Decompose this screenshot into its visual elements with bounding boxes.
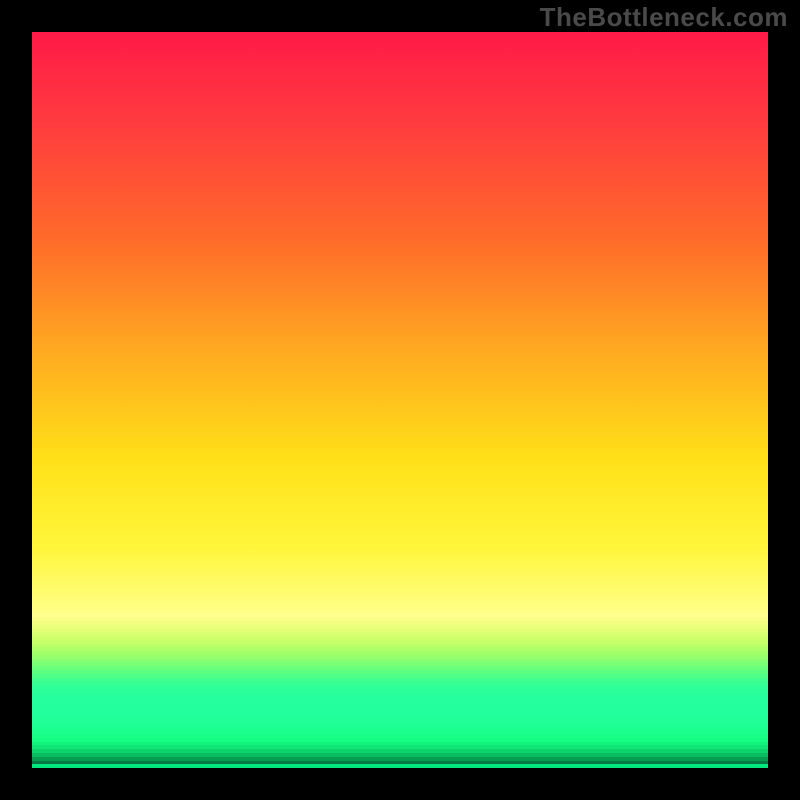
plot-area xyxy=(32,32,768,768)
watermark-text: TheBottleneck.com xyxy=(540,2,788,33)
band-strip-final xyxy=(32,764,768,768)
band-zone xyxy=(32,613,768,764)
gradient-upper xyxy=(32,32,768,613)
